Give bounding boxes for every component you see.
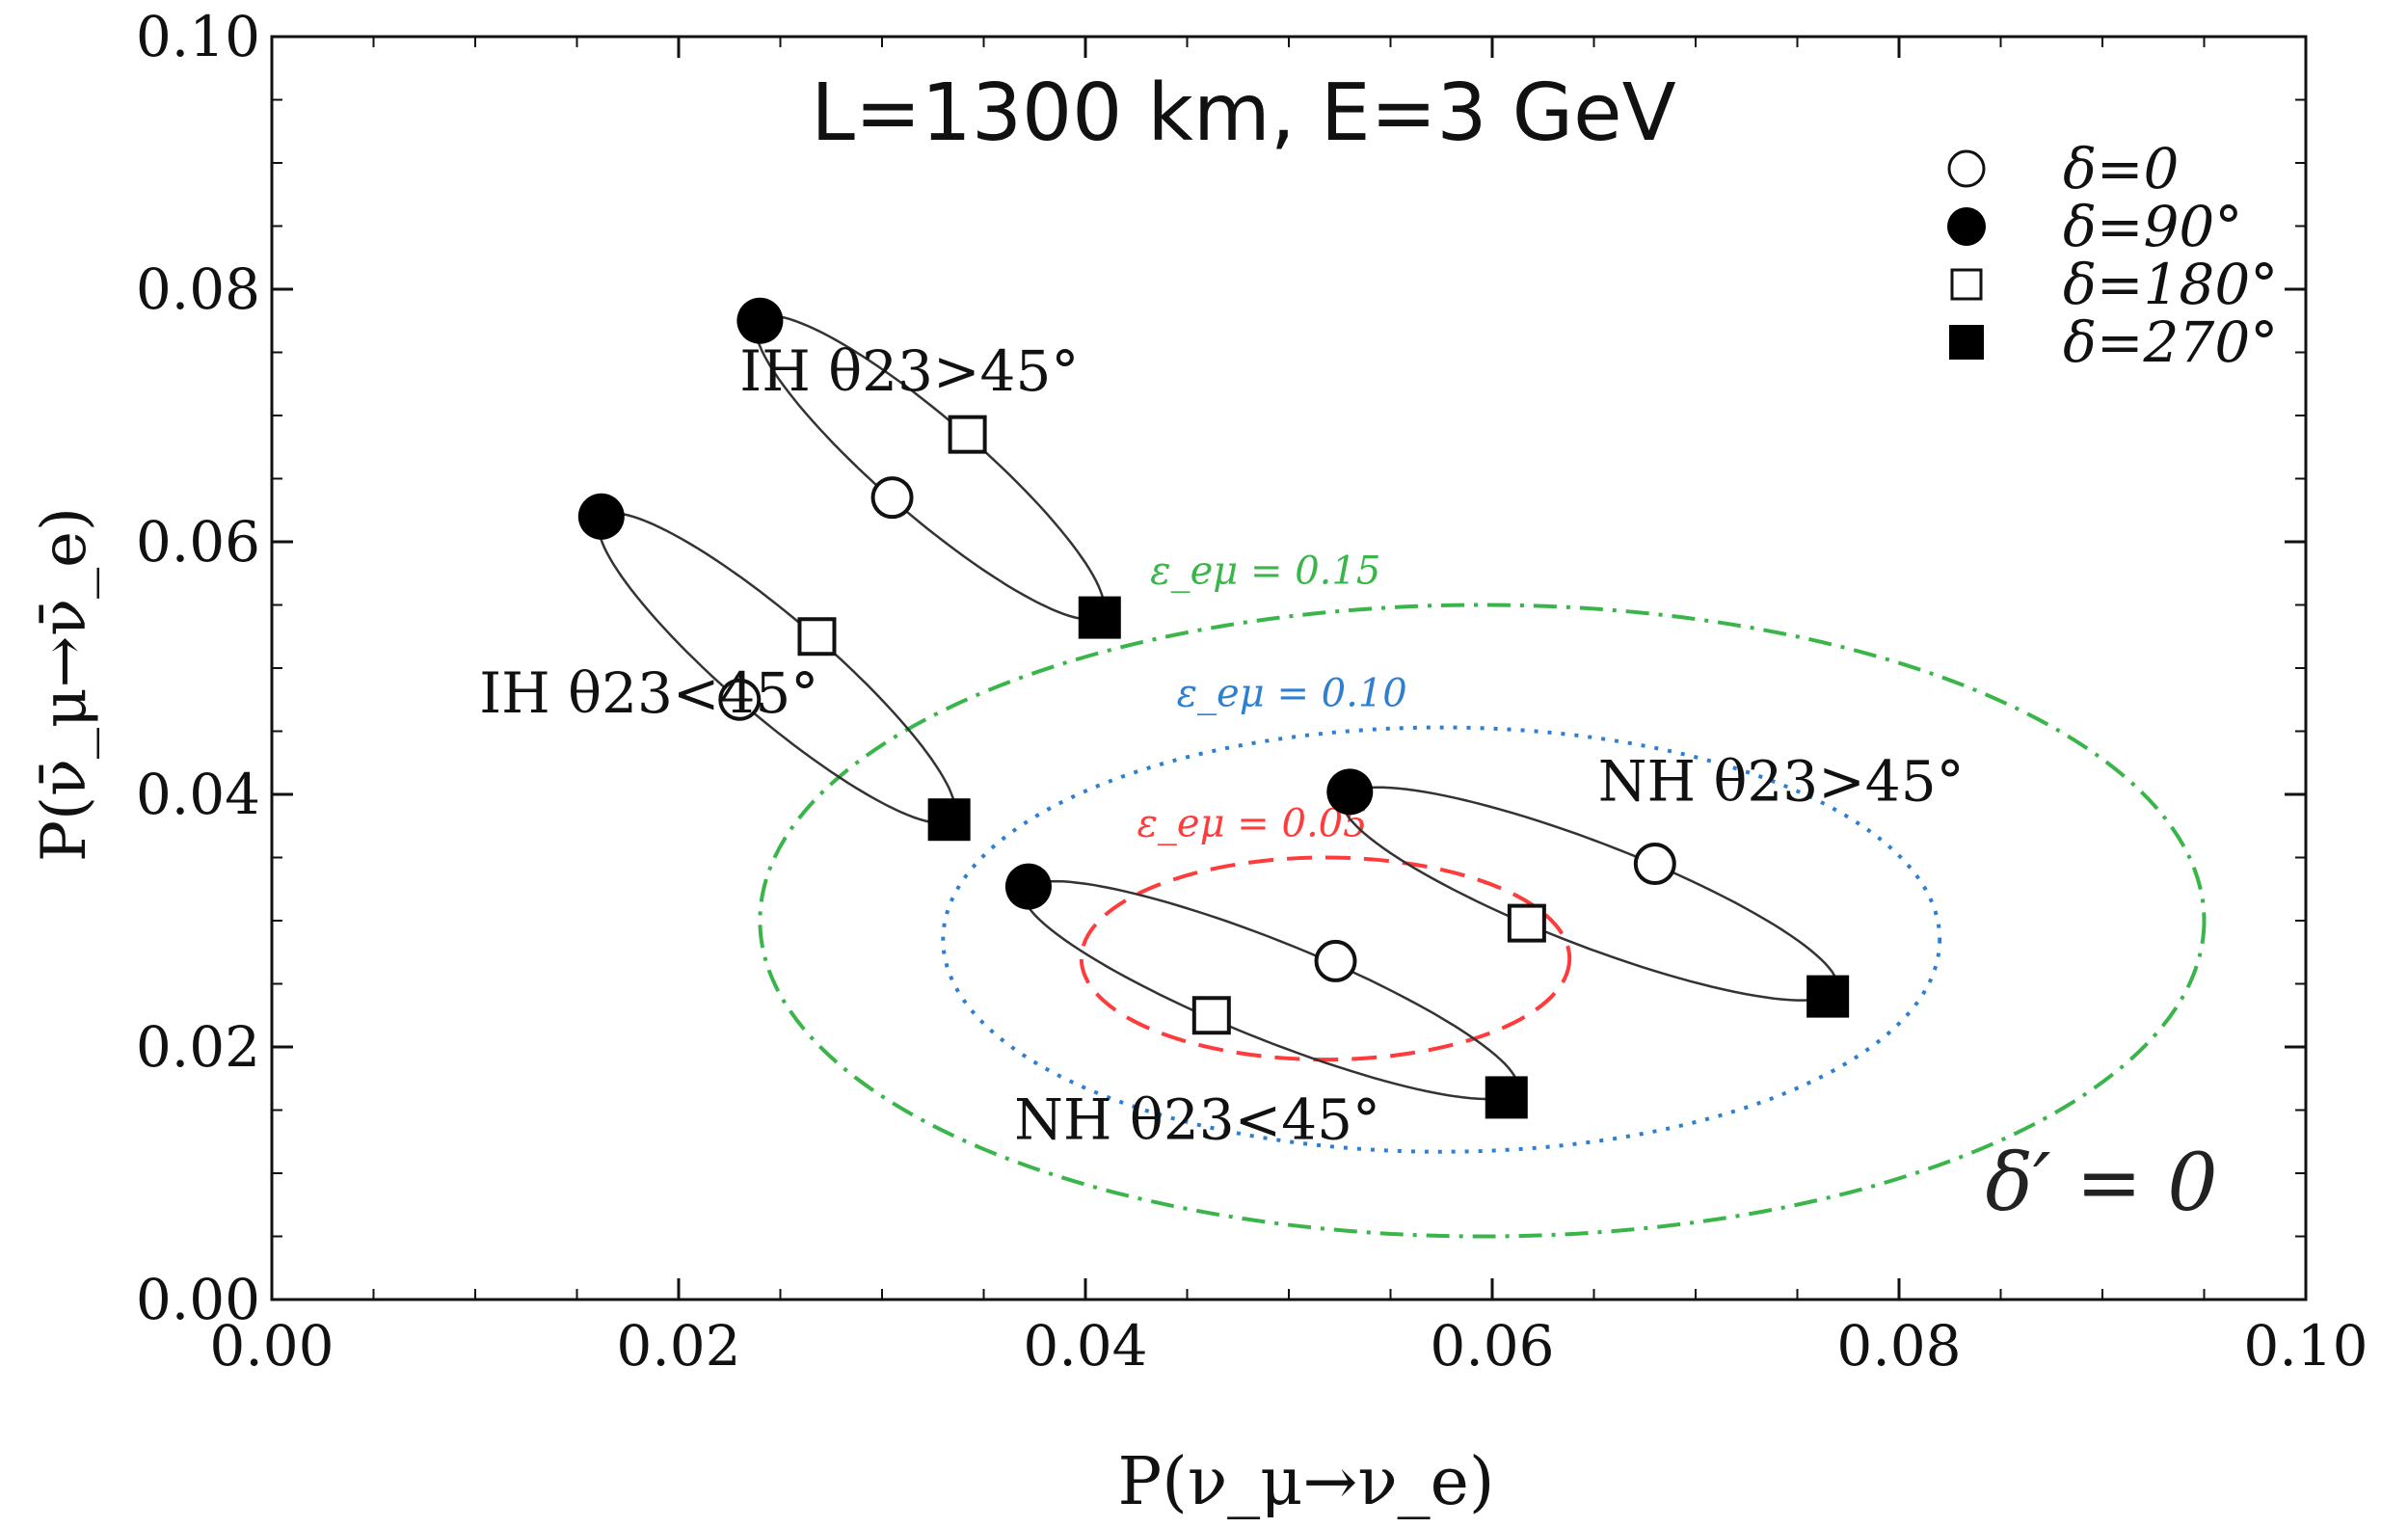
point-delta-0 (870, 476, 914, 520)
point-delta-180 (797, 617, 837, 657)
x-tick-label: 0.08 (1836, 1313, 1961, 1379)
point-delta-0 (718, 678, 762, 721)
y-tick-label: 0.10 (136, 4, 260, 69)
x-tick-label: 0.04 (1023, 1313, 1147, 1379)
point-delta-270 (1078, 596, 1121, 639)
y-tick-label: 0.00 (136, 1267, 260, 1332)
x-tick-label: 0.02 (616, 1313, 740, 1379)
epsilon-contour-label: ε_eμ = 0.10 (1177, 672, 1407, 716)
y-tick-label: 0.08 (136, 256, 260, 322)
point-delta-270 (1485, 1076, 1528, 1119)
legend-label: δ=180° (2063, 252, 2278, 317)
y-axis-label: P(ν̄_μ→ν̄_e) (29, 507, 100, 862)
point-delta-0 (1314, 939, 1357, 982)
ellipse-label: NH θ23>45° (1598, 749, 1965, 815)
legend-filled-square-icon (1949, 325, 1984, 360)
point-delta-90 (1326, 768, 1374, 816)
delta-prime-label: δ′ = 0 (1986, 1138, 2218, 1229)
y-tick-label: 0.06 (136, 509, 260, 575)
epsilon-contour-label: ε_eμ = 0.15 (1150, 550, 1380, 594)
point-delta-180 (1191, 996, 1231, 1035)
legend-open-circle-icon (1947, 149, 1986, 188)
legend-label: δ=0 (2063, 136, 2179, 201)
y-tick-label: 0.04 (136, 762, 260, 827)
point-delta-180 (948, 415, 987, 454)
point-delta-90 (736, 297, 784, 344)
ellipse-label: NH θ23<45° (1014, 1087, 1380, 1153)
point-delta-90 (577, 493, 625, 540)
epsilon-contour-label: ε_eμ = 0.05 (1137, 802, 1367, 846)
legend-label: δ=270° (2063, 309, 2278, 375)
legend-open-square-icon (1950, 268, 1983, 301)
epsilon-contour-1 (941, 725, 1942, 1154)
point-delta-90 (1004, 863, 1052, 910)
ellipse-label: IH θ23>45° (739, 338, 1079, 404)
x-axis-label: P(ν_μ→ν_e) (1118, 1444, 1495, 1520)
point-delta-270 (1806, 975, 1850, 1018)
legend-label: δ=90° (2063, 194, 2242, 259)
x-tick-label: 0.00 (209, 1313, 334, 1379)
ellipse-label: IH θ23<45° (479, 660, 818, 726)
point-delta-0 (1633, 843, 1676, 886)
legend-filled-circle-icon (1947, 207, 1986, 246)
x-tick-label: 0.10 (2243, 1313, 2368, 1379)
epsilon-contour-0 (1079, 855, 1572, 1062)
y-tick-label: 0.02 (136, 1014, 260, 1080)
point-delta-180 (1507, 903, 1546, 943)
point-delta-270 (927, 798, 971, 842)
chart-title: L=1300 km, E=3 GeV (811, 67, 1675, 159)
epsilon-contour-2 (758, 603, 2207, 1239)
x-tick-label: 0.06 (1430, 1313, 1554, 1379)
